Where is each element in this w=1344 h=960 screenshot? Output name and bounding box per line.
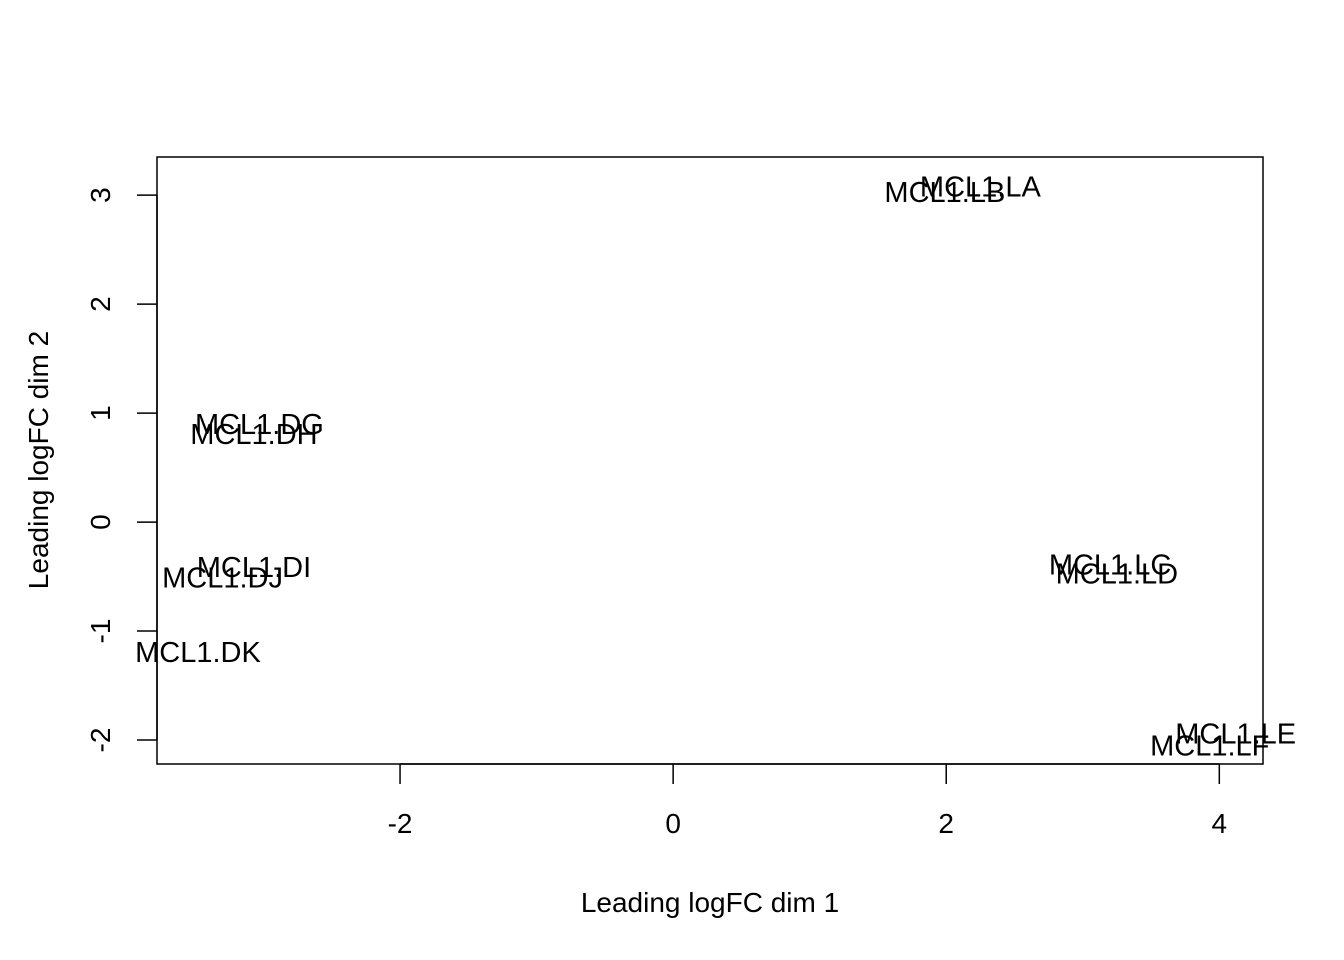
y-axis-label: Leading logFC dim 2 (23, 331, 54, 589)
y-tick-label: -2 (85, 728, 116, 753)
y-tick-label: 0 (85, 514, 116, 530)
x-axis: -2 0 2 4 (388, 763, 1228, 839)
point-label: MCL1.DJ (162, 563, 283, 595)
point-label: MCL1.LB (884, 177, 1005, 209)
y-tick-label: 1 (85, 405, 116, 421)
x-tick-label: 0 (665, 808, 681, 839)
x-tick-label: 4 (1212, 808, 1228, 839)
point-label: MCL1.DG (195, 409, 324, 441)
point-label: MCL1.DK (135, 637, 261, 669)
point-label: MCL1.LA (920, 171, 1042, 203)
point-label: MCL1.DI (197, 552, 311, 584)
y-tick-label: 2 (85, 296, 116, 312)
point-label: MCL1.LD (1056, 558, 1179, 590)
point-label: MCL1.LF (1150, 730, 1269, 762)
point-labels: MCL1.LAMCL1.LBMCL1.DGMCL1.DHMCL1.DIMCL1.… (135, 171, 1296, 762)
plot-frame (156, 156, 1264, 765)
x-tick-label: 2 (938, 808, 954, 839)
x-axis-label: Leading logFC dim 1 (581, 887, 839, 918)
point-label: MCL1.LE (1175, 718, 1296, 750)
y-tick-label: -1 (85, 619, 116, 644)
point-label: MCL1.LC (1049, 550, 1172, 582)
y-tick-label: 3 (85, 187, 116, 203)
y-axis: -2 -1 0 1 2 3 (85, 187, 158, 753)
x-tick-label: -2 (388, 808, 413, 839)
point-label: MCL1.DH (190, 419, 317, 451)
